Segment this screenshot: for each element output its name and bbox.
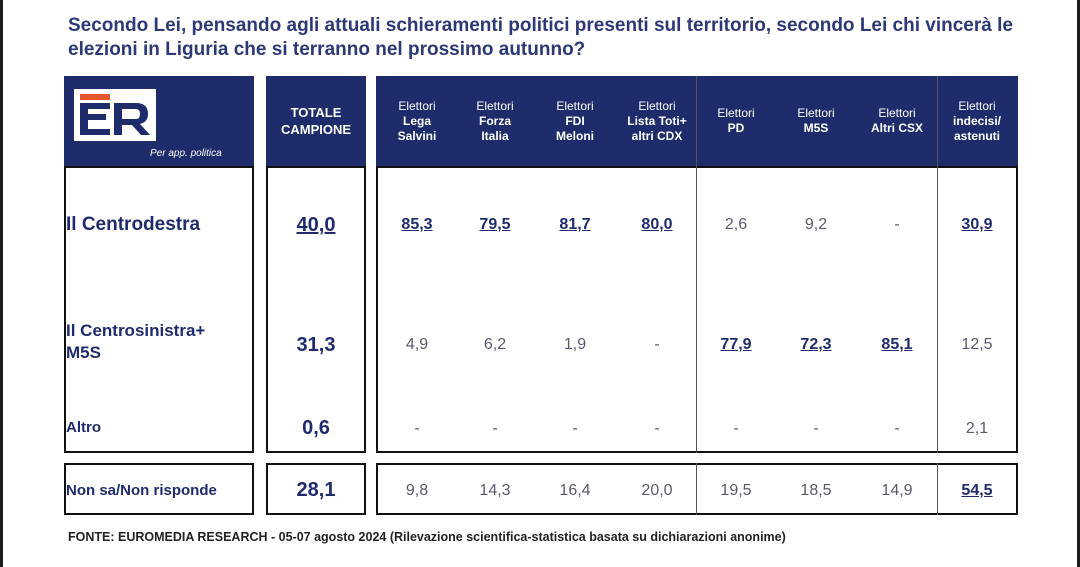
- euromedia-logo-block: Per app. politica: [64, 76, 254, 166]
- row-0-cell-1: 79,5: [479, 216, 511, 233]
- header-col-sub: Meloni: [556, 128, 594, 143]
- footer-row-cell-3: 20,0: [641, 482, 673, 499]
- row-1-cell-6: 85,1: [881, 336, 913, 353]
- header-groups: [376, 76, 1018, 166]
- row-label-centrosinistra: Il Centrosinistra+ M5S: [66, 321, 206, 362]
- header-col-top: Elettori: [958, 98, 996, 113]
- er-logo: [74, 89, 156, 141]
- header-col-sub: Italia: [481, 128, 509, 143]
- total-centrodestra: 40,0: [296, 214, 336, 236]
- total-non-sa: 28,1: [296, 479, 336, 501]
- header-col-2: Elettori FDI Meloni: [535, 76, 615, 166]
- header-col-7: Elettori indecisi/astenuti: [937, 76, 1017, 166]
- header-col-sub: PD: [727, 121, 745, 135]
- divider-footer-1: [696, 463, 697, 515]
- header-col-4: Elettori PD: [696, 76, 776, 166]
- header-col-top: Elettori: [797, 106, 835, 120]
- divider-cdx-csx: [696, 76, 697, 453]
- row-2-cell-1: -: [492, 420, 498, 437]
- survey-question-title: Secondo Lei, pensando agli attuali schie…: [68, 15, 1013, 60]
- header-col-sub: Altri CSX: [870, 121, 923, 135]
- footer-row-cell-7: 54,5: [961, 482, 993, 499]
- source-note: FONTE: EUROMEDIA RESEARCH - 05-07 agosto…: [68, 530, 786, 544]
- row-1-cell-2: 1,9: [563, 336, 587, 353]
- row-2-cell-5: -: [813, 420, 819, 437]
- total-centrosinistra: 31,3: [296, 334, 336, 356]
- header-col-top: Elettori: [476, 98, 514, 113]
- row-1-cell-0: 4,9: [405, 336, 429, 353]
- footer-row-cell-5: 18,5: [800, 482, 832, 499]
- header-total-line1: TOTALE: [290, 105, 342, 120]
- header-col-top: Elettori: [638, 98, 676, 113]
- row-label-altro: Altro: [66, 419, 101, 436]
- header-col-sub: altri CDX: [631, 128, 683, 143]
- header-col-3: Elettori Lista Toti+ altri CDX: [617, 76, 697, 166]
- header-col-sub: Forza: [478, 113, 511, 128]
- row-2-cell-4: -: [733, 420, 739, 437]
- header-col-top: Elettori: [878, 106, 916, 120]
- header-col-sub: M5S: [803, 121, 829, 135]
- header-col-sub: indecisi/: [952, 113, 1002, 128]
- row-1-cell-7: 12,5: [961, 336, 993, 353]
- header-col-6: Elettori Altri CSX: [857, 76, 937, 166]
- header-col-sub: astenuti: [953, 128, 1000, 143]
- row-0-cell-3: 80,0: [641, 216, 673, 233]
- footer-row-cell-2: 16,4: [559, 482, 591, 499]
- footer-row-cell-4: 19,5: [720, 482, 752, 499]
- header-col-top: Elettori: [556, 98, 594, 113]
- row-1-cell-3: -: [654, 336, 660, 353]
- row-0-cell-4: 2,6: [724, 216, 748, 233]
- row-2-cell-6: -: [894, 420, 900, 437]
- header-total-campione: TOTALE CAMPIONE: [266, 76, 366, 166]
- header-col-sub: Lista Toti+: [627, 113, 687, 128]
- row-labels-box: [64, 166, 254, 453]
- row-2-cell-0: -: [414, 420, 420, 437]
- row-0-cell-0: 85,3: [401, 216, 433, 233]
- row-1-cell-5: 72,3: [800, 336, 832, 353]
- row-0-cell-5: 9,2: [804, 216, 828, 233]
- header-col-5: Elettori M5S: [776, 76, 856, 166]
- row-1-cell-4: 77,9: [720, 336, 752, 353]
- row-2-cell-3: -: [654, 420, 660, 437]
- divider-csx-indecisi: [937, 76, 938, 453]
- header-col-top: Elettori: [717, 106, 755, 120]
- header-col-0: Elettori Lega Salvini: [377, 76, 457, 166]
- header-col-top: Elettori: [398, 98, 436, 113]
- total-altro: 0,6: [302, 417, 330, 439]
- divider-footer-2: [937, 463, 938, 515]
- logo-caption: Per app. politica: [150, 148, 222, 159]
- footer-row-cell-6: 14,9: [881, 482, 913, 499]
- footer-label-box: [64, 463, 254, 515]
- row-2-cell-7: 2,1: [965, 420, 989, 437]
- row-label-centrodestra: Il Centrodestra: [66, 214, 201, 235]
- header-total-line2: CAMPIONE: [280, 122, 352, 137]
- header-col-1: Elettori Forza Italia: [455, 76, 535, 166]
- groups-box: [376, 166, 1018, 453]
- header-col-sub: Salvini: [397, 128, 437, 143]
- row-0-cell-6: -: [894, 216, 900, 233]
- right-border: [1077, 0, 1080, 567]
- footer-groups-box: [376, 463, 1018, 515]
- row-0-cell-7: 30,9: [961, 216, 993, 233]
- row-label-non-sa: Non sa/Non risponde: [66, 482, 217, 499]
- footer-total-box: [266, 463, 366, 515]
- row-0-cell-2: 81,7: [559, 216, 591, 233]
- header-col-sub: Lega: [402, 113, 431, 128]
- footer-row-cell-1: 14,3: [479, 482, 511, 499]
- total-column-box: [266, 166, 366, 453]
- header-col-sub: FDI: [565, 113, 585, 128]
- footer-row-cell-0: 9,8: [405, 482, 429, 499]
- row-1-cell-1: 6,2: [483, 336, 507, 353]
- left-border: [0, 0, 3, 567]
- row-2-cell-2: -: [572, 420, 578, 437]
